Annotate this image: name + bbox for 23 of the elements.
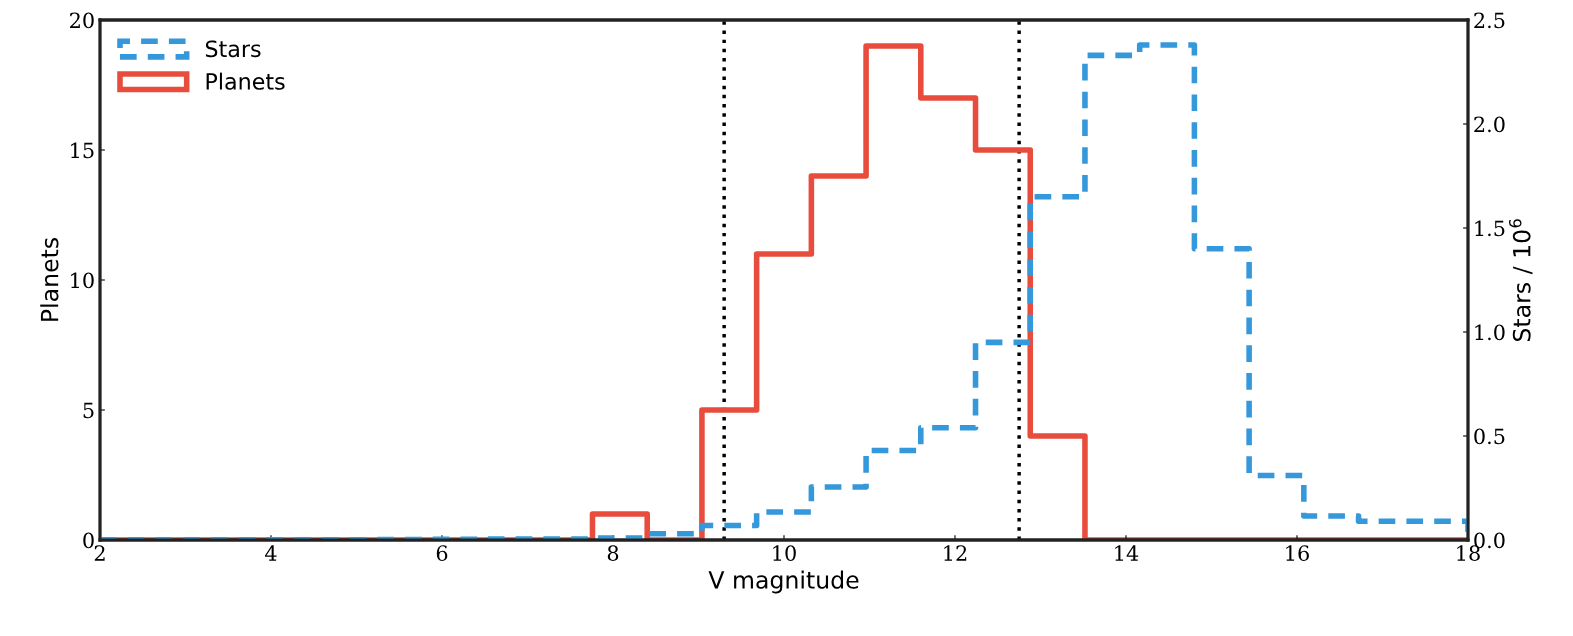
y-tick-label: 5 — [83, 402, 94, 419]
y2-tick-label: 2.0 — [1474, 116, 1505, 133]
y-tick-label: 10 — [71, 272, 94, 289]
y2-tick-label: 1.5 — [1475, 220, 1505, 237]
x-tick-label: 4 — [265, 545, 277, 561]
x-axis-title: V magnitude — [708, 570, 859, 594]
y-tick-label: 15 — [71, 142, 94, 159]
y-axis-title: Planets — [40, 237, 59, 321]
x-tick-label: 12 — [944, 545, 967, 561]
y-tick-label: 20 — [70, 12, 94, 29]
x-tick-label: 14 — [1115, 545, 1139, 561]
y2-axis-title: Stars / 10$^{6}$ — [1509, 219, 1533, 342]
y2-tick-label: 2.5 — [1474, 12, 1505, 29]
y-tick-label: 0 — [83, 532, 94, 549]
x-tick-label: 6 — [436, 545, 448, 561]
x-tick-label: 8 — [607, 545, 619, 561]
legend-label: Planets — [206, 72, 285, 90]
x-tick-label: 10 — [773, 545, 796, 561]
legend-label: Stars — [205, 40, 261, 58]
y2-tick-label: 0.5 — [1474, 428, 1505, 445]
x-tick-label: 16 — [1286, 545, 1309, 561]
y2-tick-label: 1.0 — [1475, 324, 1505, 341]
x-tick-label: 2 — [94, 545, 105, 561]
